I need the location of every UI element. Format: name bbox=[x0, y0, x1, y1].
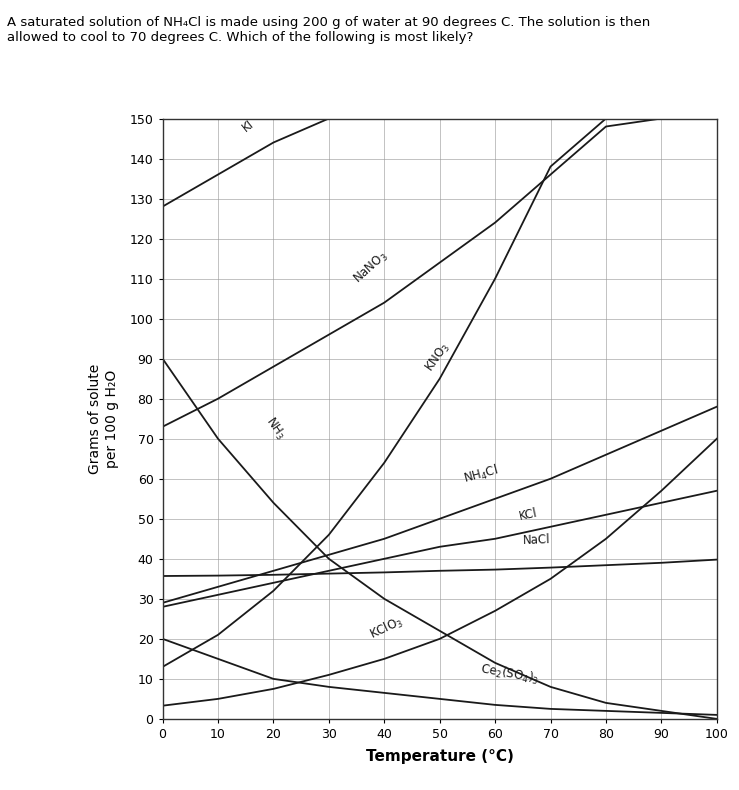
Y-axis label: Grams of solute
per 100 g H₂O: Grams of solute per 100 g H₂O bbox=[89, 363, 118, 474]
Text: NaNO$_3$: NaNO$_3$ bbox=[351, 248, 392, 287]
Text: NH$_4$Cl: NH$_4$Cl bbox=[462, 462, 500, 487]
Text: KNO$_3$: KNO$_3$ bbox=[423, 340, 454, 374]
X-axis label: Temperature (°C): Temperature (°C) bbox=[366, 749, 514, 764]
Text: Ce$_2$(SO$_4$)$_3$: Ce$_2$(SO$_4$)$_3$ bbox=[479, 660, 539, 687]
Text: A saturated solution of NH₄Cl is made using 200 g of water at 90 degrees C. The : A saturated solution of NH₄Cl is made us… bbox=[7, 16, 650, 43]
Text: KI: KI bbox=[240, 118, 257, 134]
Text: NaCl: NaCl bbox=[523, 532, 551, 547]
Text: NH$_3$: NH$_3$ bbox=[262, 415, 288, 442]
Text: KCl: KCl bbox=[517, 506, 538, 523]
Text: KClO$_3$: KClO$_3$ bbox=[368, 613, 406, 643]
